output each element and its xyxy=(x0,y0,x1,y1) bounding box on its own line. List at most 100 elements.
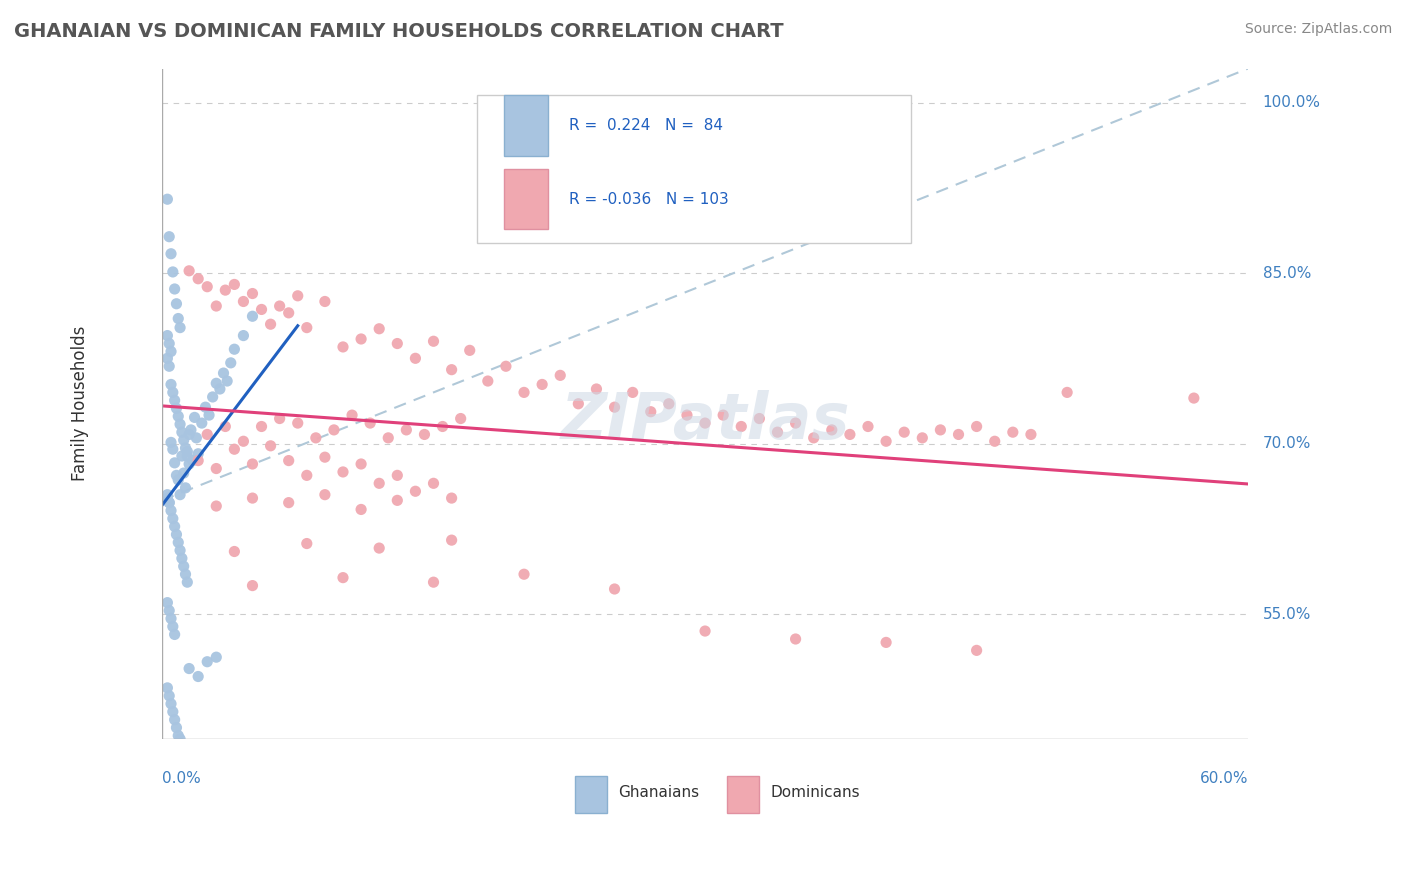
Point xyxy=(693,416,716,430)
Point xyxy=(217,374,239,388)
Point xyxy=(163,519,186,533)
Point xyxy=(838,427,860,442)
Point xyxy=(785,416,807,430)
Point xyxy=(422,575,444,590)
Text: GHANAIAN VS DOMINICAN FAMILY HOUSEHOLDS CORRELATION CHART: GHANAIAN VS DOMINICAN FAMILY HOUSEHOLDS … xyxy=(14,22,783,41)
Point xyxy=(332,465,354,479)
Point xyxy=(167,473,190,487)
Point xyxy=(259,317,281,331)
Bar xyxy=(505,95,547,156)
Point xyxy=(180,423,202,437)
Point xyxy=(966,643,988,657)
Point xyxy=(1001,425,1024,440)
Point xyxy=(287,289,309,303)
Point xyxy=(205,650,228,665)
Point xyxy=(173,559,195,574)
Point xyxy=(1182,391,1205,405)
Point xyxy=(174,441,197,455)
Point xyxy=(242,491,264,505)
Point xyxy=(157,604,180,618)
Point xyxy=(160,246,183,260)
Point xyxy=(163,393,186,408)
Point xyxy=(856,419,879,434)
Point xyxy=(640,405,662,419)
Bar xyxy=(727,776,759,813)
Text: R = -0.036   N = 103: R = -0.036 N = 103 xyxy=(569,192,730,207)
Point xyxy=(162,511,184,525)
Point xyxy=(395,423,418,437)
Point xyxy=(377,431,399,445)
Point xyxy=(157,689,180,703)
Point xyxy=(295,468,318,483)
Point xyxy=(232,294,254,309)
Point xyxy=(242,457,264,471)
Point xyxy=(219,356,242,370)
Point xyxy=(368,476,391,491)
Point xyxy=(295,320,318,334)
Point xyxy=(179,264,201,278)
Point xyxy=(269,299,291,313)
Point xyxy=(242,310,264,324)
Point xyxy=(387,336,409,351)
Point xyxy=(205,376,228,391)
Point xyxy=(162,265,184,279)
Point xyxy=(160,611,183,625)
Point xyxy=(277,453,299,467)
Point xyxy=(156,491,179,505)
Point xyxy=(165,297,187,311)
Point xyxy=(169,543,191,558)
Point xyxy=(350,502,373,516)
Point xyxy=(242,578,264,592)
Point xyxy=(711,408,734,422)
Point xyxy=(156,351,179,366)
Point xyxy=(966,419,988,434)
Point xyxy=(157,336,180,351)
Point xyxy=(162,705,184,719)
Point xyxy=(368,322,391,336)
Point xyxy=(368,541,391,555)
Point xyxy=(359,416,381,430)
Point xyxy=(277,495,299,509)
Point xyxy=(948,427,970,442)
Point xyxy=(156,192,179,206)
Point xyxy=(432,419,454,434)
Point xyxy=(250,419,273,434)
Point xyxy=(911,431,934,445)
Point xyxy=(323,423,346,437)
Point xyxy=(875,434,897,449)
Point xyxy=(167,535,190,549)
Text: Source: ZipAtlas.com: Source: ZipAtlas.com xyxy=(1244,22,1392,37)
Point xyxy=(224,544,246,558)
Point xyxy=(224,277,246,292)
Point xyxy=(224,442,246,457)
Point xyxy=(169,731,191,746)
Point xyxy=(305,431,328,445)
Point xyxy=(603,400,626,414)
Text: Family Households: Family Households xyxy=(72,326,90,482)
Point xyxy=(513,567,536,582)
Point xyxy=(195,279,218,293)
Point xyxy=(195,427,218,442)
Point xyxy=(1019,427,1042,442)
Point xyxy=(156,488,179,502)
Point xyxy=(205,299,228,313)
Point xyxy=(676,408,699,422)
Point xyxy=(167,311,190,326)
Point xyxy=(179,661,201,675)
Point xyxy=(224,342,246,356)
FancyBboxPatch shape xyxy=(477,95,911,243)
Point xyxy=(232,328,254,343)
Point xyxy=(165,468,187,483)
Point xyxy=(179,457,201,471)
Point xyxy=(191,416,214,430)
Point xyxy=(176,575,198,590)
Point xyxy=(208,382,231,396)
Point xyxy=(458,343,481,358)
Bar xyxy=(575,776,607,813)
Point xyxy=(314,450,336,465)
Point xyxy=(585,382,607,396)
Point xyxy=(187,447,209,461)
Point xyxy=(314,488,336,502)
Point xyxy=(893,425,915,440)
Point xyxy=(387,493,409,508)
